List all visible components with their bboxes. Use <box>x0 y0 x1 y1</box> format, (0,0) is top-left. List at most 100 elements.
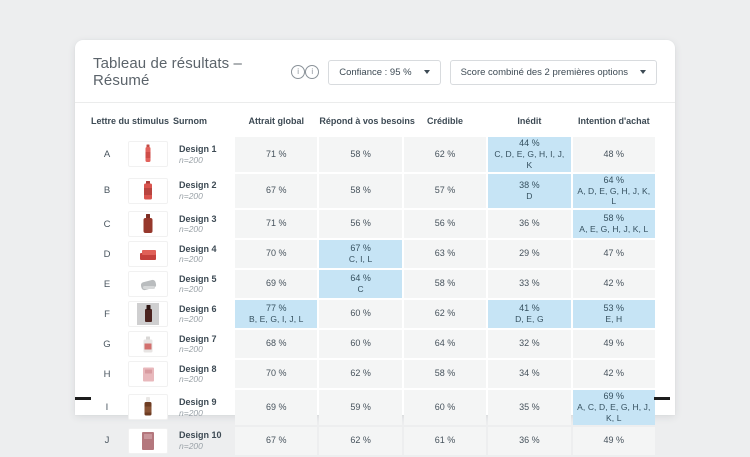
stimulus-letter: H <box>103 368 111 380</box>
score-cell: 58 % <box>403 270 487 298</box>
score-cell: 70 % <box>235 360 318 388</box>
score-value: 36 % <box>519 434 540 445</box>
score-cell: 36 % <box>488 210 571 238</box>
score-value: 60 % <box>350 308 371 319</box>
score-mode-dropdown[interactable]: Score combiné des 2 premières options <box>449 59 657 85</box>
pink-box-thumbnail <box>128 361 168 387</box>
score-value: 71 % <box>265 218 287 229</box>
score-value: 34 % <box>519 368 540 379</box>
header-controls: i Confiance : 95 % Score combiné des 2 p… <box>305 59 657 85</box>
score-cell-highlighted: 53 % E, H <box>572 300 655 328</box>
score-value: 49 % <box>603 338 625 349</box>
score-cell: 62 % <box>403 300 487 328</box>
design-name: Design 9 <box>179 396 217 407</box>
score-value: 33 % <box>519 278 540 289</box>
score-cell: 42 % <box>572 360 655 388</box>
score-cell: 62 % <box>319 426 402 455</box>
score-value: 58 % <box>350 185 371 196</box>
score-value: 69 % <box>265 401 287 412</box>
title-info-icon[interactable]: i <box>291 65 306 79</box>
confidence-dropdown[interactable]: Confiance : 95 % <box>328 59 441 85</box>
significance-letters: A, C, D, E, G, H, J, K, L <box>577 402 651 423</box>
score-value: 68 % <box>265 338 287 349</box>
score-value: 62 % <box>350 368 371 379</box>
design-name: Design 5 <box>179 273 217 284</box>
score-value: 56 % <box>350 218 371 229</box>
significance-letters: B, E, G, I, J, L <box>248 314 304 325</box>
score-value: 38 % <box>519 179 540 190</box>
column-header-surnom: Surnom <box>173 116 208 126</box>
significance-letters: C, D, E, G, H, I, J, K <box>494 149 565 170</box>
table-row: E Design 5 n=200 69 % 64 % C 58 % 33 % 42 % <box>91 270 655 298</box>
score-value: 58 % <box>350 148 371 159</box>
score-value: 64 % <box>350 273 371 284</box>
score-value: 62 % <box>434 148 456 159</box>
score-cell: 60 % <box>403 390 487 425</box>
score-cell: 67 % <box>235 173 318 208</box>
significance-letters: C <box>357 284 364 295</box>
stimulus-letter: E <box>103 278 111 290</box>
score-value: 42 % <box>603 368 625 379</box>
score-value: 63 % <box>434 248 456 259</box>
sample-size: n=200 <box>179 407 203 418</box>
score-cell: 62 % <box>319 360 402 388</box>
dropper-bottle-thumbnail <box>128 394 168 421</box>
score-cell: 58 % <box>319 137 402 172</box>
stimulus-letter: J <box>104 435 110 446</box>
score-cell-highlighted: 77 % B, E, G, I, J, L <box>235 300 318 328</box>
score-value: 70 % <box>265 248 287 259</box>
score-cell: 49 % <box>572 330 655 358</box>
score-value: 59 % <box>350 401 371 412</box>
score-value: 57 % <box>434 185 456 196</box>
score-cell: 60 % <box>319 300 402 328</box>
score-cell: 58 % <box>403 360 487 388</box>
score-value: 41 % <box>519 303 540 314</box>
score-value: 64 % <box>603 174 625 185</box>
stimulus-letter: G <box>103 338 111 350</box>
score-cell-highlighted: 44 % C, D, E, G, H, I, J, K <box>488 137 571 172</box>
page-background: { "colors": { "page_bg": "#edeeef", "car… <box>75 40 675 454</box>
score-value: 61 % <box>434 434 456 445</box>
table-row: D Design 4 n=200 70 % 67 % C, I, L 63 % 29 % 47 … <box>91 240 655 268</box>
design-name: Design 2 <box>179 180 217 191</box>
score-cell: 47 % <box>572 240 655 268</box>
white-bottle-thumbnail <box>128 331 168 357</box>
score-cell: 68 % <box>235 330 318 358</box>
score-value: 64 % <box>434 338 456 349</box>
significance-letters: E, H <box>605 314 623 325</box>
table-row: F Design 6 n=200 77 % B, E, G, I, J, L 60 % 62… <box>91 300 655 328</box>
table-row: I Design 9 n=200 69 % 59 % 60 % 35 % 69 % A, C, … <box>91 390 655 425</box>
score-cell-highlighted: 67 % C, I, L <box>319 240 402 268</box>
flat-red-box-thumbnail <box>128 241 168 267</box>
score-cell: 34 % <box>488 360 571 388</box>
score-cell-highlighted: 64 % C <box>319 270 402 298</box>
table-row: A Design 1 n=200 71 % 58 % 62 % 44 % C, D, E, G… <box>91 137 655 172</box>
score-value: 62 % <box>434 308 456 319</box>
significance-letters: A, E, G, H, J, K, L <box>579 224 649 235</box>
score-value: 60 % <box>350 338 371 349</box>
score-value: 47 % <box>603 248 625 259</box>
score-value: 29 % <box>519 248 540 259</box>
design-name: Design 7 <box>179 333 217 344</box>
sample-size: n=200 <box>179 191 203 202</box>
score-cell: 35 % <box>488 390 571 425</box>
score-cell: 64 % <box>403 330 487 358</box>
score-dropdown-label: Score combiné des 2 premières options <box>460 66 628 78</box>
score-value: 77 % <box>265 303 287 314</box>
score-cell: 63 % <box>403 240 487 268</box>
dark-red-bottle-thumbnail <box>128 211 168 237</box>
score-cell: 57 % <box>403 173 487 208</box>
chevron-down-icon <box>640 70 646 74</box>
score-cell-highlighted: 58 % A, E, G, H, J, K, L <box>572 210 655 238</box>
design-name: Design 1 <box>179 143 217 154</box>
significance-letters: D <box>526 191 533 202</box>
score-cell: 60 % <box>319 330 402 358</box>
score-cell: 32 % <box>488 330 571 358</box>
sample-size: n=200 <box>179 440 203 451</box>
stimulus-letter: B <box>103 185 111 197</box>
score-cell: 58 % <box>319 173 402 208</box>
table-row: C Design 3 n=200 71 % 56 % 56 % 36 % 58 % A, E, … <box>91 210 655 238</box>
score-value: 60 % <box>434 401 456 412</box>
controls-info-icon[interactable]: i <box>305 65 320 79</box>
sample-size: n=200 <box>179 344 203 355</box>
